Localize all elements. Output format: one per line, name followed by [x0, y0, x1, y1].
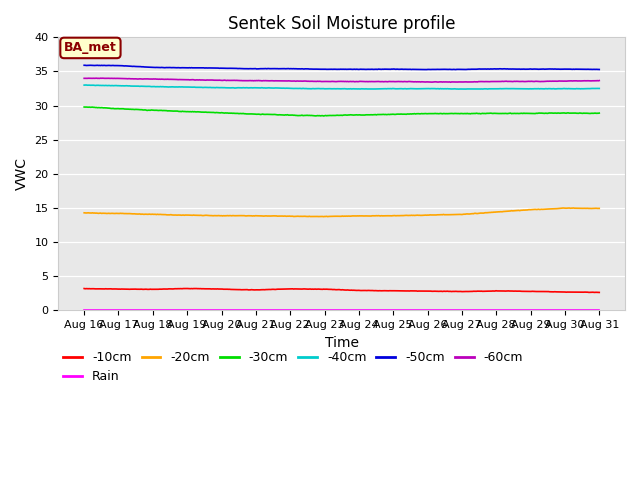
- Y-axis label: VWC: VWC: [15, 157, 29, 191]
- X-axis label: Time: Time: [324, 336, 358, 350]
- Legend: Rain: Rain: [58, 365, 125, 388]
- Text: BA_met: BA_met: [64, 41, 117, 54]
- Title: Sentek Soil Moisture profile: Sentek Soil Moisture profile: [228, 15, 456, 33]
